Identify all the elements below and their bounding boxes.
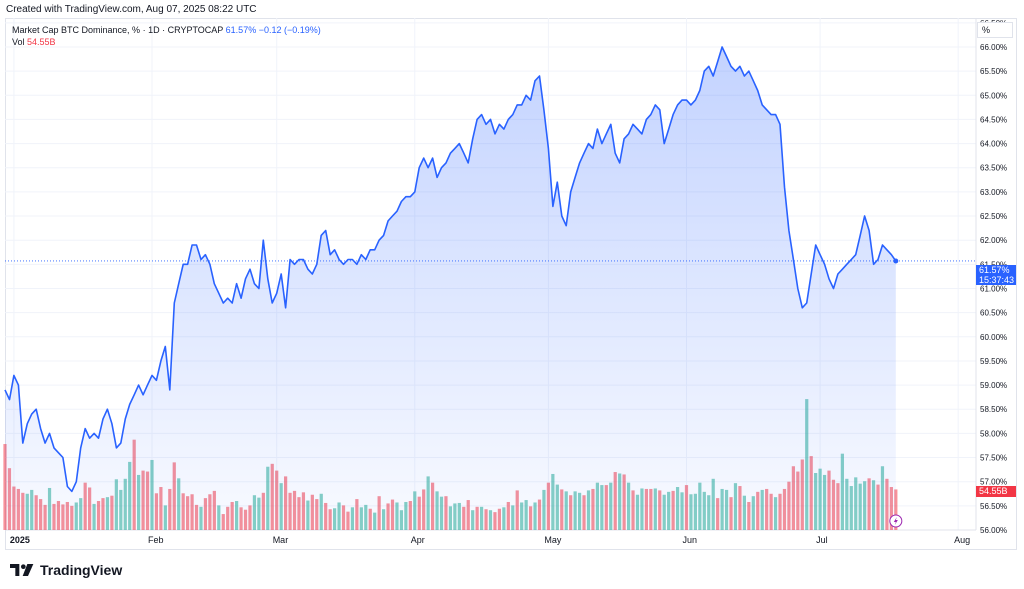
y-tick-label: 65.00% [980,91,1007,100]
y-tick-label: 59.00% [980,381,1007,390]
legend-row-volume: Vol 54.55B [12,36,321,48]
last-price-dot [893,258,899,264]
percent-scale-button[interactable]: % [977,22,1013,38]
y-tick-label: 56.50% [980,502,1007,511]
chart-caption: Created with TradingView.com, Aug 07, 20… [6,4,257,15]
y-tick-label: 60.50% [980,309,1007,318]
chart-frame [5,18,1017,550]
tradingview-logo-icon [10,564,34,576]
legend-vol-label[interactable]: Vol [12,37,25,47]
markers [5,258,976,528]
chart-legend: Market Cap BTC Dominance, % · 1D · CRYPT… [12,24,321,48]
volume-tag: 54.55B [976,486,1016,497]
x-tick-label: May [544,535,562,545]
y-tick-label: 62.00% [980,236,1007,245]
x-tick-label: Aug [954,535,970,545]
price-area-fill [5,47,896,530]
tradingview-logo-text: TradingView [40,562,123,578]
legend-row-main: Market Cap BTC Dominance, % · 1D · CRYPT… [12,24,321,36]
lightning-glyph [893,517,898,525]
y-tick-label: 62.50% [980,212,1007,221]
x-tick-label: Apr [411,535,425,545]
y-tick-label: 58.50% [980,405,1007,414]
y-tick-label: 56.00% [980,526,1007,535]
y-tick-label: 61.00% [980,284,1007,293]
y-tick-label: 57.00% [980,478,1007,487]
legend-symbol[interactable]: Market Cap BTC Dominance, % [12,25,141,35]
tradingview-logo[interactable]: TradingView [10,562,122,578]
legend-sep: · [142,25,146,35]
legend-sep: · [162,25,166,35]
y-tick-label: 64.50% [980,115,1007,124]
y-tick-label: 57.50% [980,454,1007,463]
price-tag-value: 61.57% [979,265,1010,275]
price-area [5,47,896,530]
x-tick-label: 2025 [10,535,30,545]
y-tick-label: 58.00% [980,429,1007,438]
x-tick-label: Mar [273,535,289,545]
volume-bar [894,489,898,530]
y-tick-label: 59.50% [980,357,1007,366]
y-tick-label: 60.00% [980,333,1007,342]
x-tick-label: Jul [816,535,828,545]
price-line [4,46,897,493]
x-axis: 2025 Feb Mar Apr May Jun Jul Aug [10,535,970,545]
y-tick-label: 63.50% [980,164,1007,173]
x-tick-label: Feb [148,535,164,545]
y-tick-label: 65.50% [980,67,1007,76]
legend-exchange: CRYPTOCAP [167,25,224,35]
price-line-path [4,46,897,493]
legend-change: −0.12 (−0.19%) [258,25,321,35]
y-tick-label: 63.00% [980,188,1007,197]
legend-vol-value: 54.55B [27,37,56,47]
y-tick-label: 61.50% [980,260,1007,269]
x-tick-label: Jun [682,535,697,545]
legend-interval[interactable]: 1D [148,25,160,35]
y-tick-label: 66.00% [980,43,1007,52]
price-tag: 61.57% 15:37:43 [976,265,1016,285]
legend-last-value: 61.57% [225,25,257,35]
price-tag-countdown: 15:37:43 [979,275,1015,285]
y-tick-label: 64.00% [980,140,1007,149]
